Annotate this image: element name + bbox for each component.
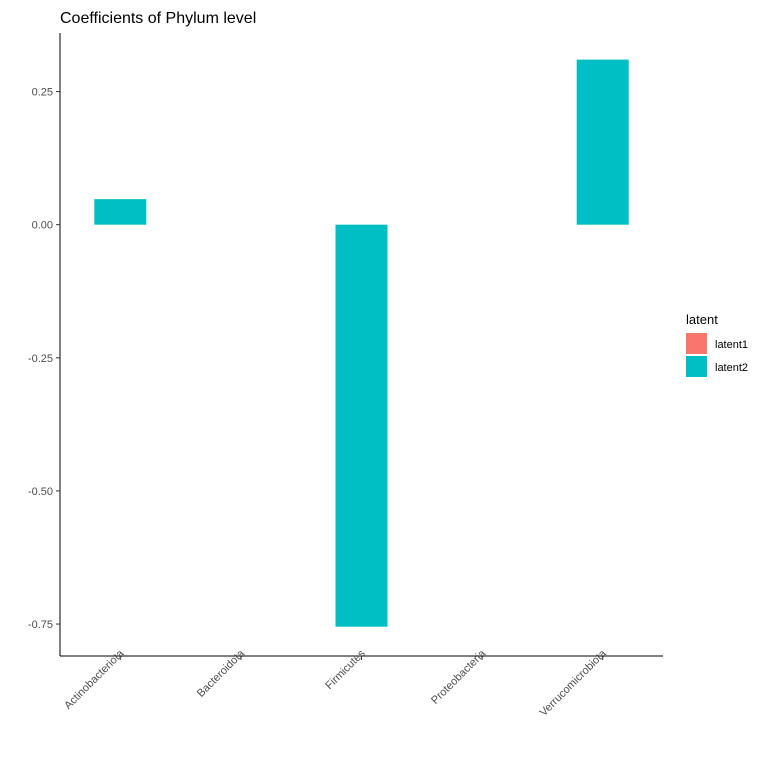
legend-key-latent2 bbox=[686, 356, 707, 377]
x-tick-label: Bacteroidota bbox=[195, 647, 248, 700]
y-tick-label: 0.25 bbox=[32, 87, 53, 99]
bars-layer bbox=[94, 59, 629, 627]
x-tick-label: Actinobacteriota bbox=[62, 647, 127, 712]
legend-label-latent2: latent2 bbox=[715, 362, 748, 374]
y-tick-label: 0.00 bbox=[32, 220, 53, 232]
y-tick-label: -0.50 bbox=[28, 486, 53, 498]
legend-label-latent1: latent1 bbox=[715, 339, 748, 351]
legend: latent latent1 latent2 bbox=[686, 312, 748, 377]
y-tick-label: -0.25 bbox=[28, 353, 53, 365]
chart-title: Coefficients of Phylum level bbox=[60, 10, 256, 27]
bar-latent2-verrucomicrobiota bbox=[576, 59, 629, 225]
legend-key-latent1 bbox=[686, 333, 707, 354]
x-tick-label: Verrucomicrobiota bbox=[538, 647, 610, 719]
x-tick-label: Firmicutes bbox=[323, 647, 368, 692]
bar-latent2-firmicutes bbox=[335, 224, 388, 627]
y-tick-label: -0.75 bbox=[28, 619, 53, 631]
bar-latent2-actinobacteriota bbox=[94, 199, 147, 225]
legend-title: latent bbox=[686, 312, 718, 327]
